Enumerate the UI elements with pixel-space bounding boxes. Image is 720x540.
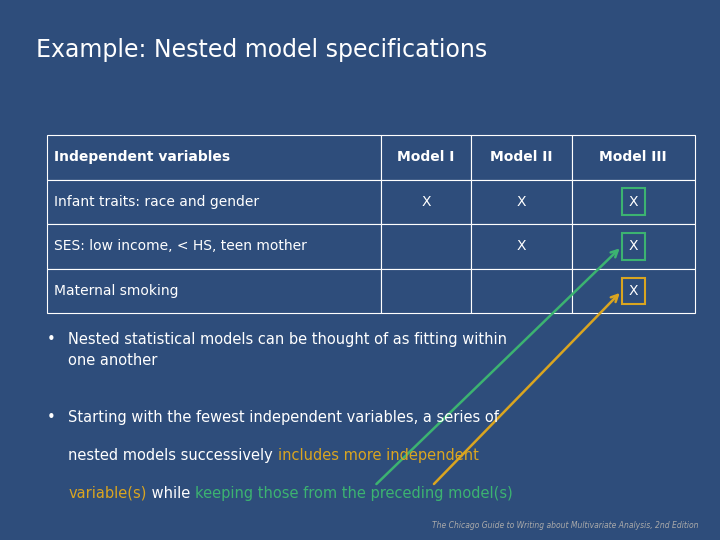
Bar [380, 179, 472, 224]
Text: •: • [47, 410, 55, 426]
Bar [572, 179, 695, 224]
Text: •: • [47, 332, 55, 347]
Text: X: X [629, 195, 638, 209]
Bar [471, 179, 572, 224]
Text: X: X [629, 239, 638, 253]
Text: variable(s): variable(s) [68, 486, 147, 501]
Text: Independent variables: Independent variables [54, 150, 230, 164]
Bar [47, 179, 380, 224]
Bar [47, 269, 380, 313]
Text: Infant traits: race and gender: Infant traits: race and gender [54, 195, 259, 209]
Text: Model III: Model III [600, 150, 667, 164]
Bar [572, 269, 695, 313]
Text: Example: Nested model specifications: Example: Nested model specifications [36, 38, 487, 62]
Text: X: X [517, 239, 526, 253]
Bar [471, 269, 572, 313]
Bar [572, 224, 695, 269]
Text: includes more independent: includes more independent [278, 448, 479, 463]
Text: Model I: Model I [397, 150, 454, 164]
Text: Nested statistical models can be thought of as fitting within
one another: Nested statistical models can be thought… [68, 332, 508, 368]
Text: X: X [629, 284, 638, 298]
Text: SES: low income, < HS, teen mother: SES: low income, < HS, teen mother [54, 239, 307, 253]
Text: Starting with the fewest independent variables, a series of: Starting with the fewest independent var… [68, 410, 499, 426]
Text: The Chicago Guide to Writing about Multivariate Analysis, 2nd Edition: The Chicago Guide to Writing about Multi… [432, 521, 698, 530]
Text: while: while [147, 486, 194, 501]
Text: Model II: Model II [490, 150, 553, 164]
Bar [380, 269, 472, 313]
Bar [380, 135, 472, 179]
Bar [471, 224, 572, 269]
Text: nested models successively: nested models successively [68, 448, 278, 463]
Text: X: X [421, 195, 431, 209]
Bar [47, 135, 380, 179]
Bar [47, 224, 380, 269]
Bar [380, 224, 472, 269]
Text: X: X [517, 195, 526, 209]
Text: Maternal smoking: Maternal smoking [54, 284, 179, 298]
Bar [572, 135, 695, 179]
Bar [471, 135, 572, 179]
Text: keeping those from the preceding model(s): keeping those from the preceding model(s… [194, 486, 513, 501]
